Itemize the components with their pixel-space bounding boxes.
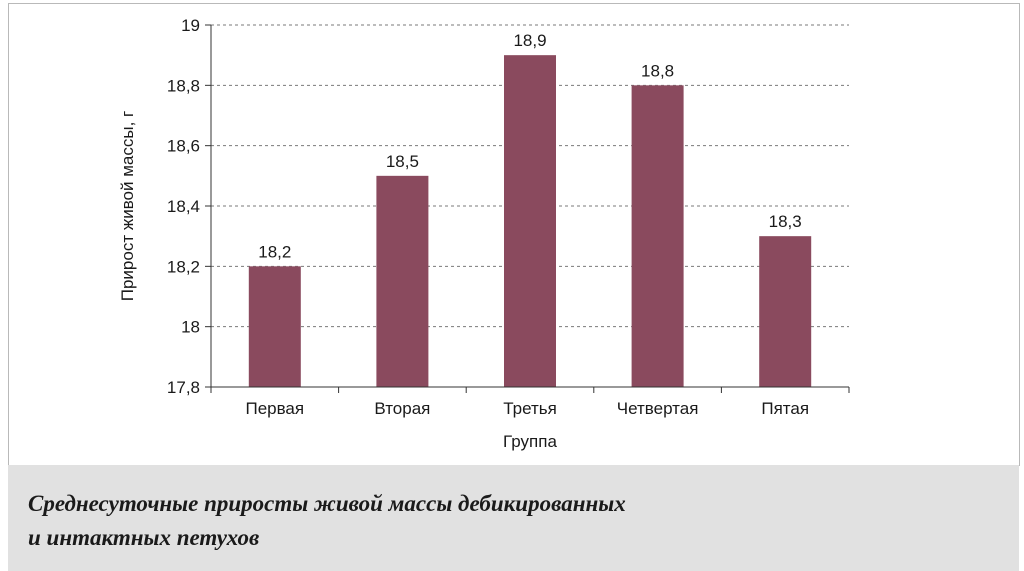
x-tick-label: Пятая <box>761 399 809 418</box>
y-tick-label: 18,8 <box>167 76 200 95</box>
caption-line-1: Среднесуточные приросты живой массы деби… <box>28 491 626 516</box>
labels: 17,8 18 18,2 18,4 18,6 18,8 19 18,2 Первая 18,5 Вт… <box>167 16 809 418</box>
y-tick-label: 18,2 <box>167 257 200 276</box>
figure-caption: Среднесуточные приросты живой массы деби… <box>28 487 928 555</box>
caption-line-2: и интактных петухов <box>28 525 260 550</box>
data-label: 18,3 <box>769 212 802 231</box>
bar <box>631 85 684 387</box>
y-tick-label: 18,4 <box>167 197 200 216</box>
x-tick-label: Третья <box>503 399 557 418</box>
y-axis-title: Прирост живой массы, г <box>118 111 137 301</box>
y-tick-label: 19 <box>181 16 200 35</box>
data-label: 18,8 <box>641 61 674 80</box>
bar-chart: 17,8 18 18,2 18,4 18,6 18,8 19 18,2 Первая 18,5 Вт… <box>118 16 850 451</box>
data-label: 18,9 <box>513 31 546 50</box>
data-label: 18,2 <box>258 242 291 261</box>
y-tick-label: 18,6 <box>167 137 200 156</box>
x-tick-label: Четвертая <box>617 399 699 418</box>
caption-box: Среднесуточные приросты живой массы деби… <box>8 465 1019 571</box>
data-label: 18,5 <box>386 152 419 171</box>
bar <box>248 266 301 387</box>
bar <box>759 236 812 387</box>
y-tick-label: 17,8 <box>167 378 200 397</box>
y-tick-label: 18 <box>181 318 200 337</box>
axes <box>205 24 850 393</box>
bars <box>248 55 812 388</box>
x-tick-label: Вторая <box>374 399 430 418</box>
x-tick-label: Первая <box>245 399 304 418</box>
chart-area: 17,8 18 18,2 18,4 18,6 18,8 19 18,2 Первая 18,5 Вт… <box>8 3 1020 466</box>
bar <box>376 175 429 387</box>
x-axis-title: Группа <box>503 432 557 451</box>
bar <box>504 55 556 388</box>
